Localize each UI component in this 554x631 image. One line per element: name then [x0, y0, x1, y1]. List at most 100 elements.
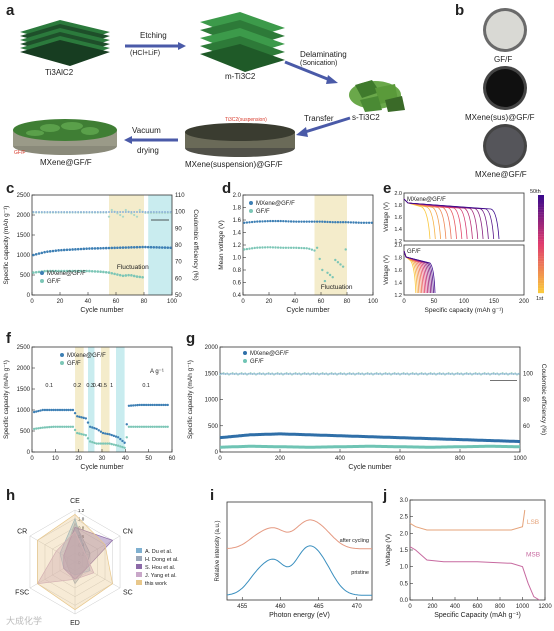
capacity-point — [119, 437, 122, 441]
capacity-point — [60, 269, 63, 273]
capacity-point — [54, 408, 57, 412]
ce-point — [431, 373, 434, 375]
capacity-point — [71, 269, 74, 273]
voltage-point — [253, 220, 256, 223]
voltage-point — [344, 221, 347, 224]
voltage-point — [269, 219, 272, 223]
capacity-point — [82, 416, 85, 420]
ce-point — [91, 211, 94, 213]
capacity-point — [84, 434, 88, 437]
rate-label: 0.4 — [93, 383, 101, 389]
ce-point — [237, 373, 239, 375]
voltage-point — [310, 220, 314, 223]
y-tick-label: 1.8 — [233, 206, 242, 212]
capacity-point — [101, 431, 105, 435]
ce-point — [312, 373, 315, 375]
radar-series — [37, 513, 113, 611]
ce-point — [456, 373, 459, 375]
transfer-label: Transfer — [304, 114, 334, 123]
ce-point — [169, 211, 172, 213]
x-tick-label: 30 — [99, 456, 106, 462]
ce-point — [138, 211, 141, 213]
ce-point — [302, 373, 304, 375]
capacity-point — [130, 274, 133, 277]
x-tick-label: 80 — [344, 299, 351, 305]
ce-point — [343, 373, 345, 375]
y-tick-label: 1000 — [17, 408, 31, 414]
capacity-point — [97, 442, 100, 445]
ce-point — [485, 373, 488, 375]
y-tick-label: 2.0 — [394, 243, 402, 249]
colorbar-segment — [538, 239, 544, 242]
ce-point — [473, 373, 475, 375]
capacity-point — [110, 433, 113, 437]
capacity-point — [37, 270, 41, 274]
voltage-point — [250, 247, 254, 250]
capacity-point — [124, 274, 128, 277]
voltage-point — [287, 246, 290, 249]
capacity-point — [127, 404, 131, 407]
ce-point — [363, 373, 365, 375]
ce-point — [311, 373, 313, 375]
voltage-point — [313, 249, 316, 252]
voltage-point — [282, 219, 285, 223]
capacity-point — [113, 272, 116, 276]
y-axis-label: Mean voltage (V) — [218, 220, 225, 270]
colorbar-segment — [538, 258, 544, 262]
y2-tick-label: 100 — [175, 210, 186, 216]
y-tick-label: 0 — [215, 450, 219, 456]
legend-marker — [243, 359, 247, 363]
x-tick-label: 455 — [237, 604, 248, 610]
y-tick-label: 1.6 — [233, 218, 242, 224]
ce-point — [164, 211, 166, 213]
ce-point — [329, 373, 331, 375]
capacity-point — [41, 426, 44, 429]
ce-point — [496, 373, 499, 375]
capacity-point — [43, 250, 46, 254]
panel-d-letter: d — [222, 180, 232, 197]
ce-point — [66, 211, 68, 213]
ce-point — [318, 373, 320, 375]
capacity-point — [104, 246, 108, 250]
ce-point — [136, 211, 138, 213]
x-tick-label: 20 — [75, 456, 82, 462]
voltage-curve — [409, 546, 540, 601]
panel-d-chart: 0 20 40 60 80 100 0.4 0.6 0.8 1.0 1.2 1.4 1.6 1.8 2.0 C… — [218, 193, 379, 314]
ce-point — [110, 208, 113, 212]
discharge-curve — [403, 198, 442, 240]
panel-e-top-label: MXene@GF/F — [407, 197, 446, 203]
voltage-point — [256, 220, 259, 223]
legend-label: GF/F — [67, 361, 81, 367]
etching-sub-label: (HCl+LiF) — [130, 50, 161, 57]
colorbar-segment — [538, 248, 544, 252]
voltage-point — [328, 273, 332, 277]
watermark: 大成化学 — [6, 616, 43, 626]
ce-point — [293, 373, 295, 375]
capacity-point — [65, 408, 68, 412]
rate-label: 0.2 — [73, 383, 81, 389]
legend-marker — [40, 271, 44, 275]
radar-axis-label: CE — [70, 498, 80, 505]
spectrum-line — [226, 545, 372, 596]
capacity-point — [132, 425, 135, 428]
x-axis-label: Specific capacity (mAh g⁻¹) — [425, 307, 504, 314]
ce-point — [94, 211, 96, 213]
x-tick-label: 0 — [30, 456, 34, 462]
capacity-point — [43, 408, 47, 412]
rate-label: 0.5 — [99, 383, 107, 389]
capacity-point — [91, 426, 94, 429]
ce-point — [402, 373, 405, 375]
voltage-point — [334, 221, 337, 224]
radar-axis-label: CN — [123, 529, 133, 536]
colorbar-segment — [538, 229, 544, 232]
capacity-point — [104, 432, 107, 435]
colorbar-bottom-label: 1st — [536, 296, 544, 302]
capacity-point — [58, 425, 62, 428]
capacity-point — [121, 246, 125, 249]
y-axis-label: Relative intensity (a.u.) — [215, 520, 221, 581]
ce-point — [406, 373, 408, 375]
ce-point — [404, 373, 407, 375]
capacity-point — [140, 403, 144, 407]
colorbar-segment — [538, 217, 544, 220]
rate-band — [116, 347, 125, 452]
